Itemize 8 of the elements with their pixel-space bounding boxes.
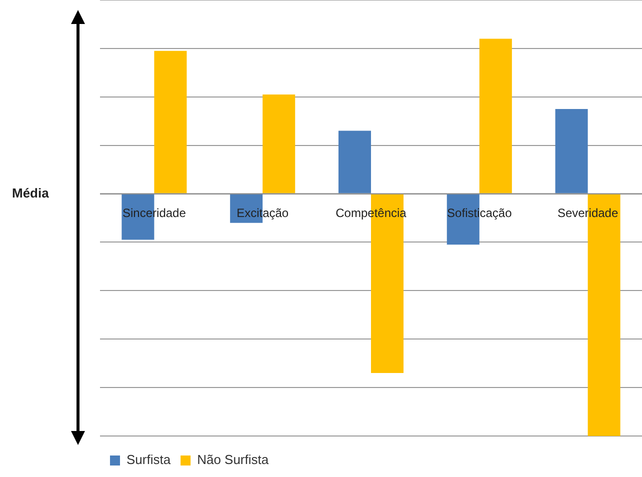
bar xyxy=(154,50,187,194)
legend-label: Surfista xyxy=(126,452,172,468)
bar xyxy=(555,109,588,194)
legend-label: Não Surfista xyxy=(197,452,270,468)
bar xyxy=(479,38,512,194)
bar xyxy=(262,94,296,194)
bar xyxy=(338,130,371,194)
y-axis-title: Média xyxy=(12,185,50,200)
